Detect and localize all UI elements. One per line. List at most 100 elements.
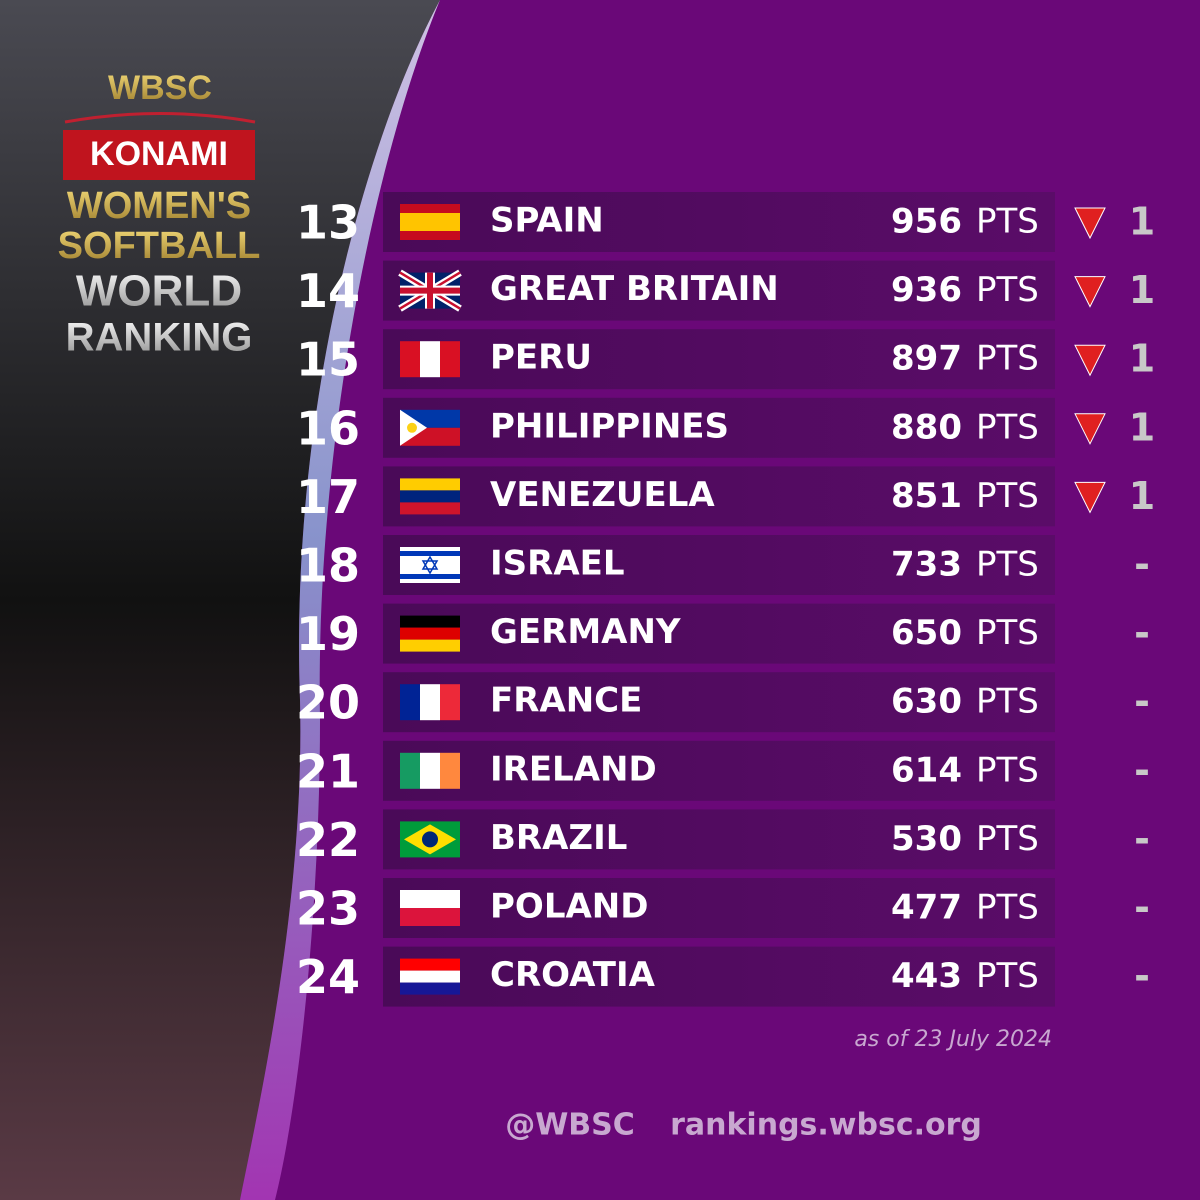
ranking-row: 17 VENEZUELA 851 PTS 1 xyxy=(296,466,1155,527)
change: - xyxy=(1134,543,1150,587)
date-note: as of 23 July 2024 xyxy=(854,1027,1052,1052)
flag-stripe xyxy=(400,639,460,652)
flag-stripe xyxy=(400,551,460,556)
points-unit: PTS xyxy=(976,270,1039,310)
trend-arrow xyxy=(1074,344,1106,377)
flag-stripe xyxy=(400,222,460,231)
country: ISRAEL xyxy=(490,544,625,584)
ranking-row: 18 ISRAEL 733 PTS - xyxy=(296,535,1150,595)
row-background xyxy=(383,672,1055,733)
row-background xyxy=(383,809,1055,870)
trend-arrow xyxy=(1074,413,1106,445)
row-background xyxy=(383,946,1055,1007)
points-unit: PTS xyxy=(976,476,1039,516)
flag-stripe xyxy=(400,490,460,503)
points: 477 xyxy=(891,888,962,928)
change: - xyxy=(1134,886,1150,930)
points: 880 xyxy=(891,407,962,447)
row-background xyxy=(383,260,1055,321)
change: 1 xyxy=(1129,268,1155,312)
flag-stripe xyxy=(440,752,460,789)
logo-line: WORLD xyxy=(76,267,242,316)
country: FRANCE xyxy=(490,681,642,721)
points: 733 xyxy=(891,545,962,585)
country: VENEZUELA xyxy=(490,475,715,515)
points-unit: PTS xyxy=(976,613,1039,653)
flag-stripe xyxy=(422,831,438,848)
ranking-row: 19 GERMANY 650 PTS - xyxy=(296,603,1150,664)
points: 530 xyxy=(891,819,962,859)
website: rankings.wbsc.org xyxy=(670,1108,982,1143)
points-unit: PTS xyxy=(976,750,1039,790)
logo-line: RANKING xyxy=(66,316,253,360)
flag-stripe xyxy=(440,341,460,378)
flag-stripe xyxy=(400,272,460,309)
country: PERU xyxy=(490,338,592,378)
rank: 13 xyxy=(296,196,360,250)
flag-stripe xyxy=(440,684,460,721)
flag-stripe xyxy=(400,204,460,213)
country: BRAZIL xyxy=(490,818,627,858)
row-background xyxy=(383,535,1055,595)
flag-stripe xyxy=(400,213,460,222)
ranking-row: 24 CROATIA 443 PTS - xyxy=(296,946,1150,1007)
country: SPAIN xyxy=(490,201,604,241)
row-background xyxy=(383,603,1055,664)
flag xyxy=(398,269,462,312)
row-background xyxy=(383,878,1055,938)
row-background xyxy=(383,192,1055,252)
flag xyxy=(400,547,460,583)
rank: 16 xyxy=(296,401,360,455)
points: 630 xyxy=(891,682,962,722)
change: - xyxy=(1134,817,1150,861)
logo-line: WOMEN'S xyxy=(67,185,251,227)
change: - xyxy=(1134,611,1150,655)
flag xyxy=(400,890,460,926)
flag-stripe xyxy=(407,422,417,433)
flag-stripe xyxy=(400,958,460,971)
change: 1 xyxy=(1129,337,1155,381)
flag xyxy=(400,821,460,858)
flag-stripe xyxy=(420,341,440,378)
country: CROATIA xyxy=(490,955,656,995)
flag-stripe xyxy=(400,752,420,789)
rank: 23 xyxy=(296,882,360,936)
flag-stripe xyxy=(420,684,440,721)
points-unit: PTS xyxy=(976,407,1039,447)
points-unit: PTS xyxy=(976,339,1039,379)
rank: 24 xyxy=(296,950,360,1004)
points: 897 xyxy=(891,339,962,379)
flag xyxy=(400,958,460,995)
change: - xyxy=(1134,954,1150,998)
flag-stripe xyxy=(400,684,420,721)
flag-stripe xyxy=(420,752,440,789)
points-unit: PTS xyxy=(976,956,1039,996)
flag-stripe xyxy=(400,231,460,240)
points: 614 xyxy=(891,750,962,790)
row-background xyxy=(383,329,1055,390)
flag-stripe xyxy=(400,908,460,926)
rank: 21 xyxy=(296,744,360,798)
flag-stripe xyxy=(400,627,460,640)
flag-stripe xyxy=(421,555,439,575)
ranking-row: 21 IRELAND 614 PTS - xyxy=(296,740,1150,801)
points-unit: PTS xyxy=(976,202,1039,242)
flag xyxy=(400,478,460,515)
rank: 22 xyxy=(296,813,360,867)
points-unit: PTS xyxy=(976,819,1039,859)
rank: 20 xyxy=(296,676,360,730)
points: 851 xyxy=(891,476,962,516)
change: 1 xyxy=(1129,405,1155,449)
left-panel xyxy=(0,0,440,1200)
flag xyxy=(400,752,460,789)
flag xyxy=(400,204,460,240)
country: PHILIPPINES xyxy=(490,406,729,446)
handle: @WBSC xyxy=(505,1108,635,1143)
trend-arrow xyxy=(1074,207,1106,240)
country: IRELAND xyxy=(490,749,657,789)
logo-org: WBSC xyxy=(108,69,212,107)
row-background xyxy=(383,740,1055,801)
country: GREAT BRITAIN xyxy=(490,269,779,309)
